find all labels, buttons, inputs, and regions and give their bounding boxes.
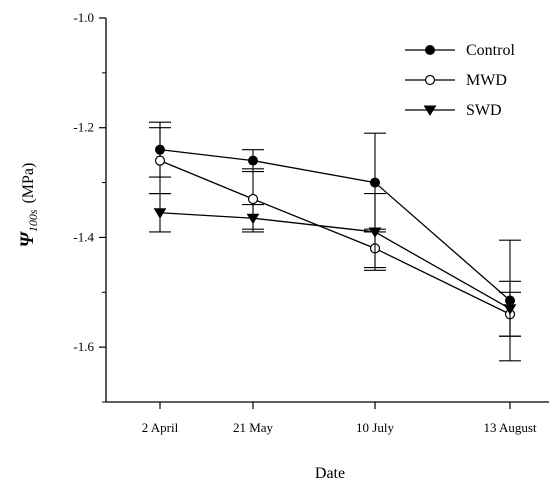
x-tick-label: 21 May	[233, 420, 274, 435]
x-axis-title: Date	[315, 465, 345, 482]
data-point-mwd	[154, 155, 166, 166]
series-swd	[149, 192, 521, 337]
series-line-control	[159, 149, 511, 302]
series-line-swd	[159, 212, 511, 310]
legend: Control MWD SWD	[405, 42, 515, 119]
data-point-control	[370, 177, 380, 188]
data-point-swd	[503, 304, 517, 315]
series-mwd	[149, 127, 521, 337]
x-tick-label: 13 August	[483, 420, 536, 435]
legend-marker-control	[425, 45, 435, 55]
plot-frame	[105, 18, 549, 403]
x-axis-ticks: 2 April 21 May 10 July 13 August	[142, 402, 537, 435]
data-point-mwd	[247, 193, 259, 205]
y-axis-ticks: -1.0 -1.2 -1.4 -1.6	[73, 10, 106, 403]
series-line-mwd	[159, 160, 511, 315]
data-point-control	[248, 155, 258, 166]
x-tick-label: 2 April	[142, 420, 179, 435]
y-tick-label: -1.6	[73, 339, 94, 354]
data-point-swd	[246, 213, 260, 225]
legend-label-mwd: MWD	[466, 72, 507, 89]
series-control	[149, 121, 521, 362]
legend-label-control: Control	[466, 42, 515, 59]
data-point-swd	[368, 227, 382, 238]
y-axis-symbol: Ψ	[17, 230, 38, 247]
data-point-swd	[153, 208, 167, 219]
legend-marker-mwd	[424, 74, 436, 86]
legend-marker-swd	[423, 105, 437, 116]
y-axis-title: Ψ100s (MPa)	[17, 163, 40, 248]
y-tick-label: -1.2	[73, 120, 94, 135]
legend-label-swd: SWD	[466, 102, 502, 119]
y-axis-unit: (MPa)	[20, 163, 37, 204]
x-tick-label: 10 July	[356, 420, 394, 435]
series-layer	[149, 121, 521, 362]
y-tick-label: -1.0	[73, 10, 94, 25]
y-axis-subscript: 100s	[26, 209, 40, 232]
y-tick-label: -1.4	[73, 229, 94, 244]
